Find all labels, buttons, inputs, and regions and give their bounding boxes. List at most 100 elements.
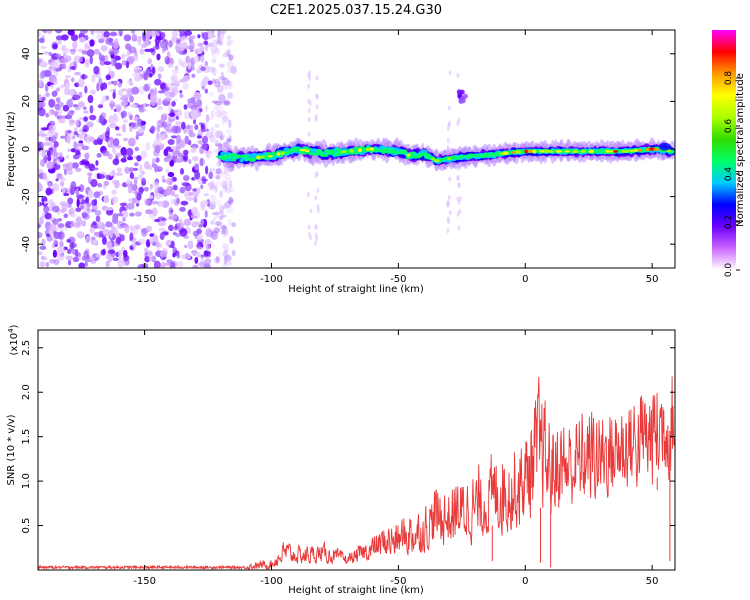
noise-blob [214, 47, 221, 56]
noise-blob [221, 181, 229, 189]
noise-blob [48, 59, 53, 63]
noise-blob [72, 40, 78, 50]
noise-blob [220, 30, 227, 35]
noise-blob [216, 220, 221, 227]
noise-blob [168, 40, 173, 48]
noise-blob [120, 100, 128, 107]
noise-blob [172, 184, 178, 191]
colorbar-tick-label: 0.6 [724, 119, 734, 134]
noise-blob [200, 204, 206, 211]
noise-blob [51, 90, 58, 97]
noise-blob [163, 188, 172, 196]
noise-blob [182, 149, 189, 155]
noise-blob [58, 85, 65, 89]
noise-blob [228, 186, 235, 193]
noise-blob [149, 93, 158, 103]
noise-blob [109, 31, 118, 37]
noise-blob [214, 109, 222, 118]
noise-blob [49, 84, 54, 90]
noise-blob [129, 114, 133, 121]
noise-blob [76, 221, 80, 227]
streak-blob [446, 228, 450, 234]
noise-blob [57, 223, 65, 229]
noise-blob [96, 82, 100, 92]
noise-blob [108, 249, 116, 255]
noise-blob [61, 203, 68, 213]
x-tick-label: -50 [390, 576, 406, 587]
noise-blob [182, 156, 187, 161]
noise-blob [194, 124, 199, 130]
x-tick-label: -100 [260, 274, 283, 285]
streak-blob [316, 188, 320, 194]
noise-blob [228, 196, 234, 205]
noise-blob [84, 261, 88, 267]
noise-blob [103, 31, 110, 38]
noise-blob [48, 147, 53, 151]
x-tick-label: 50 [646, 274, 659, 285]
noise-blob [87, 172, 93, 177]
noise-blob [90, 178, 98, 188]
noise-blob [148, 83, 152, 88]
noise-blob [75, 150, 81, 156]
hot-blob [406, 153, 411, 157]
noise-blob [112, 158, 120, 166]
snr-line [38, 376, 675, 570]
noise-blob [63, 192, 70, 197]
noise-blob [218, 135, 227, 139]
noise-blob [113, 80, 118, 86]
y-multiplier: (x104) [7, 324, 20, 355]
noise-blob [204, 258, 212, 265]
noise-blob [98, 52, 102, 58]
noise-blob [82, 128, 87, 132]
noise-blob [121, 94, 130, 99]
noise-blob [107, 81, 112, 86]
noise-blob [156, 53, 161, 61]
noise-blob [44, 69, 52, 77]
noise-blob [55, 53, 61, 58]
hot-blob [629, 149, 634, 153]
noise-blob [152, 241, 157, 247]
noise-blob [196, 234, 203, 241]
x-tick-label: 0 [522, 274, 528, 285]
y-multiplier-close: ) [9, 324, 20, 328]
noise-blob [96, 33, 103, 40]
noise-blob [205, 228, 213, 238]
noise-blob [55, 35, 64, 41]
noise-blob [153, 260, 161, 268]
hot-blob [259, 155, 265, 159]
noise-blob [172, 68, 180, 74]
hot-blob [580, 149, 587, 153]
noise-blob [44, 212, 52, 220]
streak-blob [447, 105, 451, 111]
noise-blob [126, 183, 131, 188]
noise-blob [66, 238, 72, 243]
noise-blob [220, 225, 228, 231]
noise-blob [45, 92, 50, 97]
noise-blob [81, 145, 90, 151]
noise-blob [184, 30, 193, 36]
noise-blob [172, 232, 177, 236]
noise-blob [93, 65, 100, 75]
noise-blob [167, 148, 174, 153]
noise-blob [126, 80, 133, 84]
noise-blob [221, 232, 226, 239]
noise-blob [184, 244, 188, 249]
noise-blob [201, 178, 208, 182]
noise-blob [149, 233, 155, 238]
noise-blob [193, 91, 202, 100]
noise-blob [84, 85, 88, 94]
noise-blob [92, 167, 99, 171]
noise-blob [39, 245, 47, 251]
noise-blob [200, 46, 205, 50]
noise-blob [38, 107, 46, 117]
noise-blob [171, 125, 179, 134]
noise-blob [216, 105, 224, 113]
noise-blob [77, 78, 85, 88]
noise-blob [196, 228, 202, 235]
noise-blob [136, 192, 142, 201]
noise-blob [175, 145, 180, 153]
noise-blob [161, 200, 170, 208]
noise-blob [191, 73, 196, 78]
noise-blob [191, 207, 199, 215]
noise-blob [76, 231, 84, 237]
